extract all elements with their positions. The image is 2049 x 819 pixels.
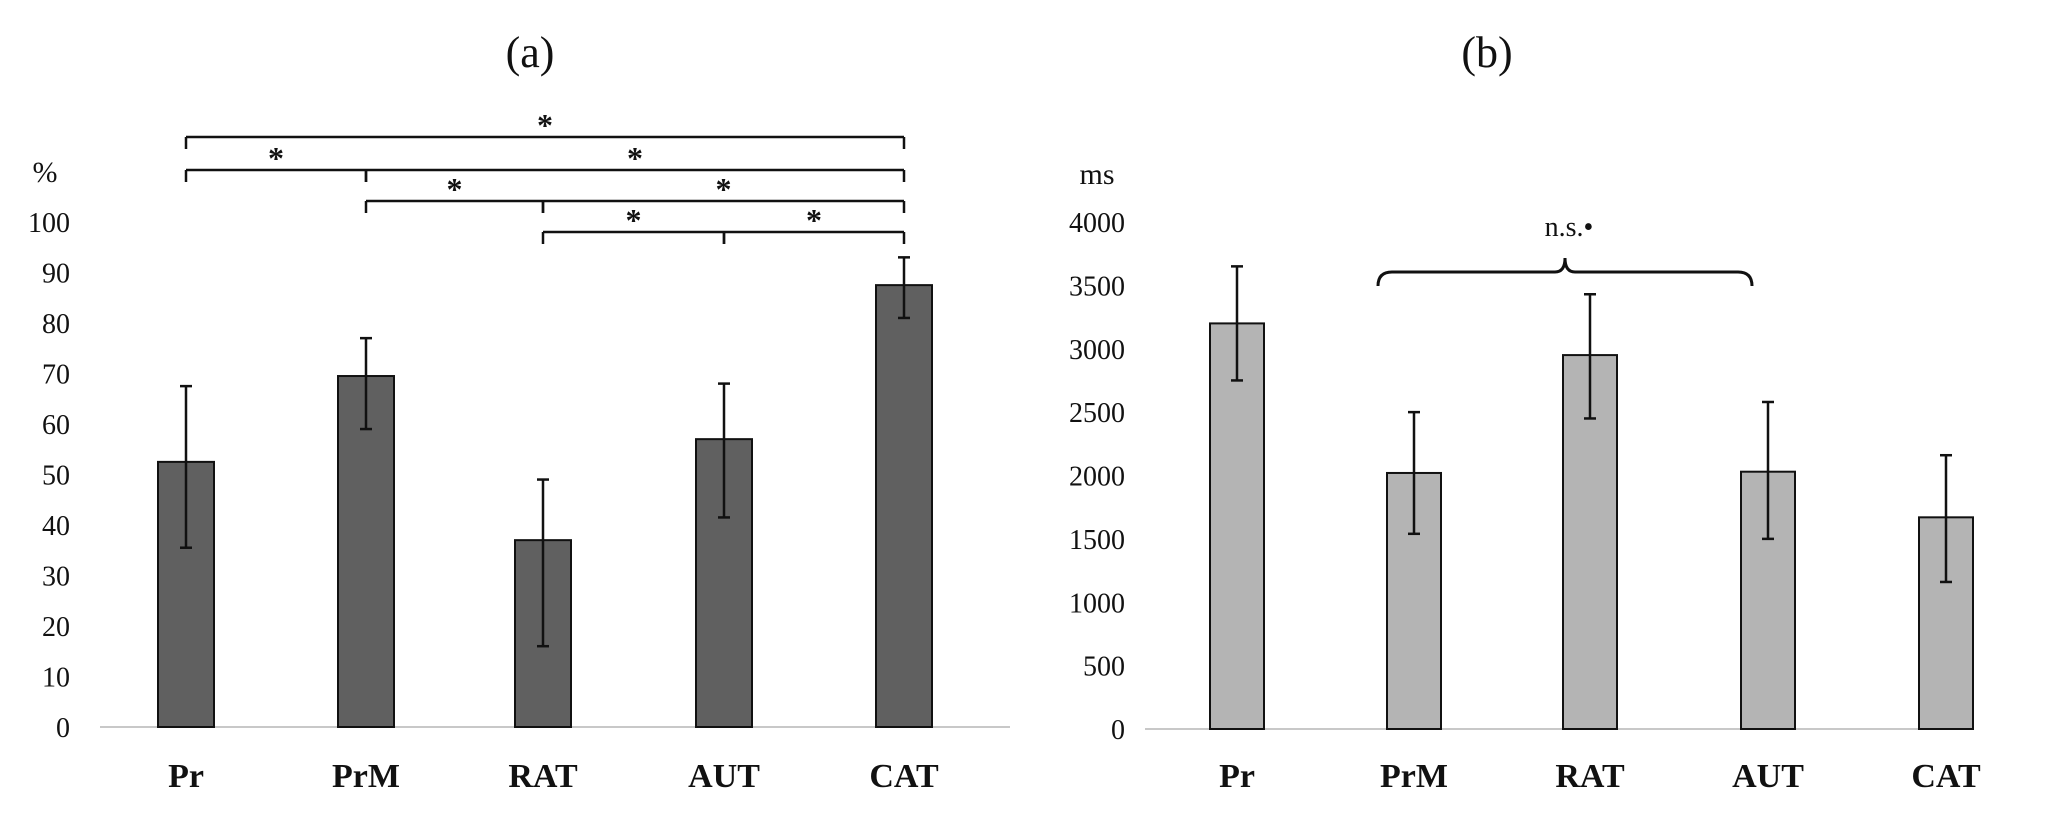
panel-a-significance-star: * — [806, 202, 822, 238]
panel-a-bar — [337, 375, 395, 728]
panel-a-y-tick-label: 100 — [28, 208, 70, 239]
panel-a-significance-bracket: * — [722, 202, 906, 244]
panel-a-category-label: PrM — [332, 758, 400, 795]
panel-b-category-label: CAT — [1911, 758, 1981, 795]
panel-b-y-tick-label: 0 — [1111, 715, 1125, 746]
panel-a-significance-star: * — [537, 107, 553, 143]
panel-a-y-unit-label: % — [33, 156, 58, 189]
panel-a-y-tick-label: 50 — [42, 461, 70, 492]
panel-b-y-unit-label: ms — [1079, 158, 1114, 191]
panel-a-error-bar — [898, 256, 910, 320]
panel-a-y-tick-label: 10 — [42, 663, 70, 694]
panel-b-label: (b) — [1461, 28, 1512, 77]
panel-a-significance-bracket: * — [364, 140, 906, 182]
panel-b-error-bar — [1762, 400, 1774, 541]
panel-a-significance-bracket: * — [184, 107, 906, 149]
panel-b-y-tick-label: 1000 — [1069, 588, 1125, 619]
panel-a-error-bar — [360, 336, 372, 431]
panel-a-y-tick-label: 20 — [42, 612, 70, 643]
panel-a-y-tick-label: 0 — [56, 713, 70, 744]
panel-a-y-tick-label: 80 — [42, 309, 70, 340]
panel-a-significance-bracket: * — [184, 140, 368, 182]
panel-b-error-bar — [1940, 453, 1952, 584]
panel-a-error-bar — [718, 382, 730, 519]
panel-a-significance-bracket: * — [541, 171, 906, 213]
panel-a-significance-star: * — [268, 140, 284, 176]
panel-a-y-tick-label: 30 — [42, 562, 70, 593]
panel-b-y-tick-label: 3000 — [1069, 335, 1125, 366]
panel-b-y-tick-label: 2000 — [1069, 462, 1125, 493]
panel-a-significance-star: * — [626, 202, 642, 238]
panel-a-chart: (a) % 0 10 20 30 40 50 60 70 80 90 100 Pr PrM RAT AUT C… — [28, 28, 1010, 795]
panel-b-category-label: Pr — [1219, 758, 1255, 795]
panel-a-significance-bracket: * — [364, 171, 545, 213]
panel-b-category-label: RAT — [1555, 758, 1625, 795]
panel-b-y-tick-label: 2500 — [1069, 398, 1125, 429]
panel-b-error-bar — [1408, 410, 1420, 536]
panel-a-significance-star: * — [447, 171, 463, 207]
panel-a-category-label: CAT — [869, 758, 939, 795]
panel-b-y-tick-label: 3500 — [1069, 271, 1125, 302]
panel-a-y-tick-label: 90 — [42, 259, 70, 290]
panel-a-category-label: RAT — [508, 758, 578, 795]
panel-a-significance-star: * — [627, 140, 643, 176]
panel-a-y-tick-label: 70 — [42, 360, 70, 391]
panel-a-error-bar — [537, 478, 549, 648]
panel-a-error-bar — [180, 384, 192, 549]
panel-b-y-tick-label: 4000 — [1069, 208, 1125, 239]
panel-b-category-label: PrM — [1380, 758, 1448, 795]
panel-b-error-bar — [1231, 265, 1243, 382]
panel-a-label: (a) — [506, 28, 555, 77]
panel-b-category-label: AUT — [1732, 758, 1804, 795]
panel-b-ns-label: n.s.• — [1545, 212, 1594, 243]
panel-a-significance-bracket: * — [541, 202, 726, 244]
panel-a-significance-star: * — [716, 171, 732, 207]
panel-a-category-label: Pr — [168, 758, 204, 795]
panel-b-bar — [1209, 322, 1265, 730]
panel-b-y-tick-label: 1500 — [1069, 525, 1125, 556]
panel-b-chart: (b) ms 0 500 1000 1500 2000 2500 3000 3500 4000 P… — [1069, 28, 1981, 795]
panel-b-ns-bracket: n.s.• — [1376, 212, 1754, 287]
panel-b-y-tick-label: 500 — [1083, 652, 1125, 683]
panel-a-category-label: AUT — [688, 758, 760, 795]
panel-a-y-tick-label: 40 — [42, 511, 70, 542]
panel-b-error-bar — [1584, 292, 1596, 420]
panel-a-bar — [875, 284, 933, 728]
panel-b-ns-brace — [1376, 257, 1754, 287]
panel-a-y-tick-label: 60 — [42, 410, 70, 441]
